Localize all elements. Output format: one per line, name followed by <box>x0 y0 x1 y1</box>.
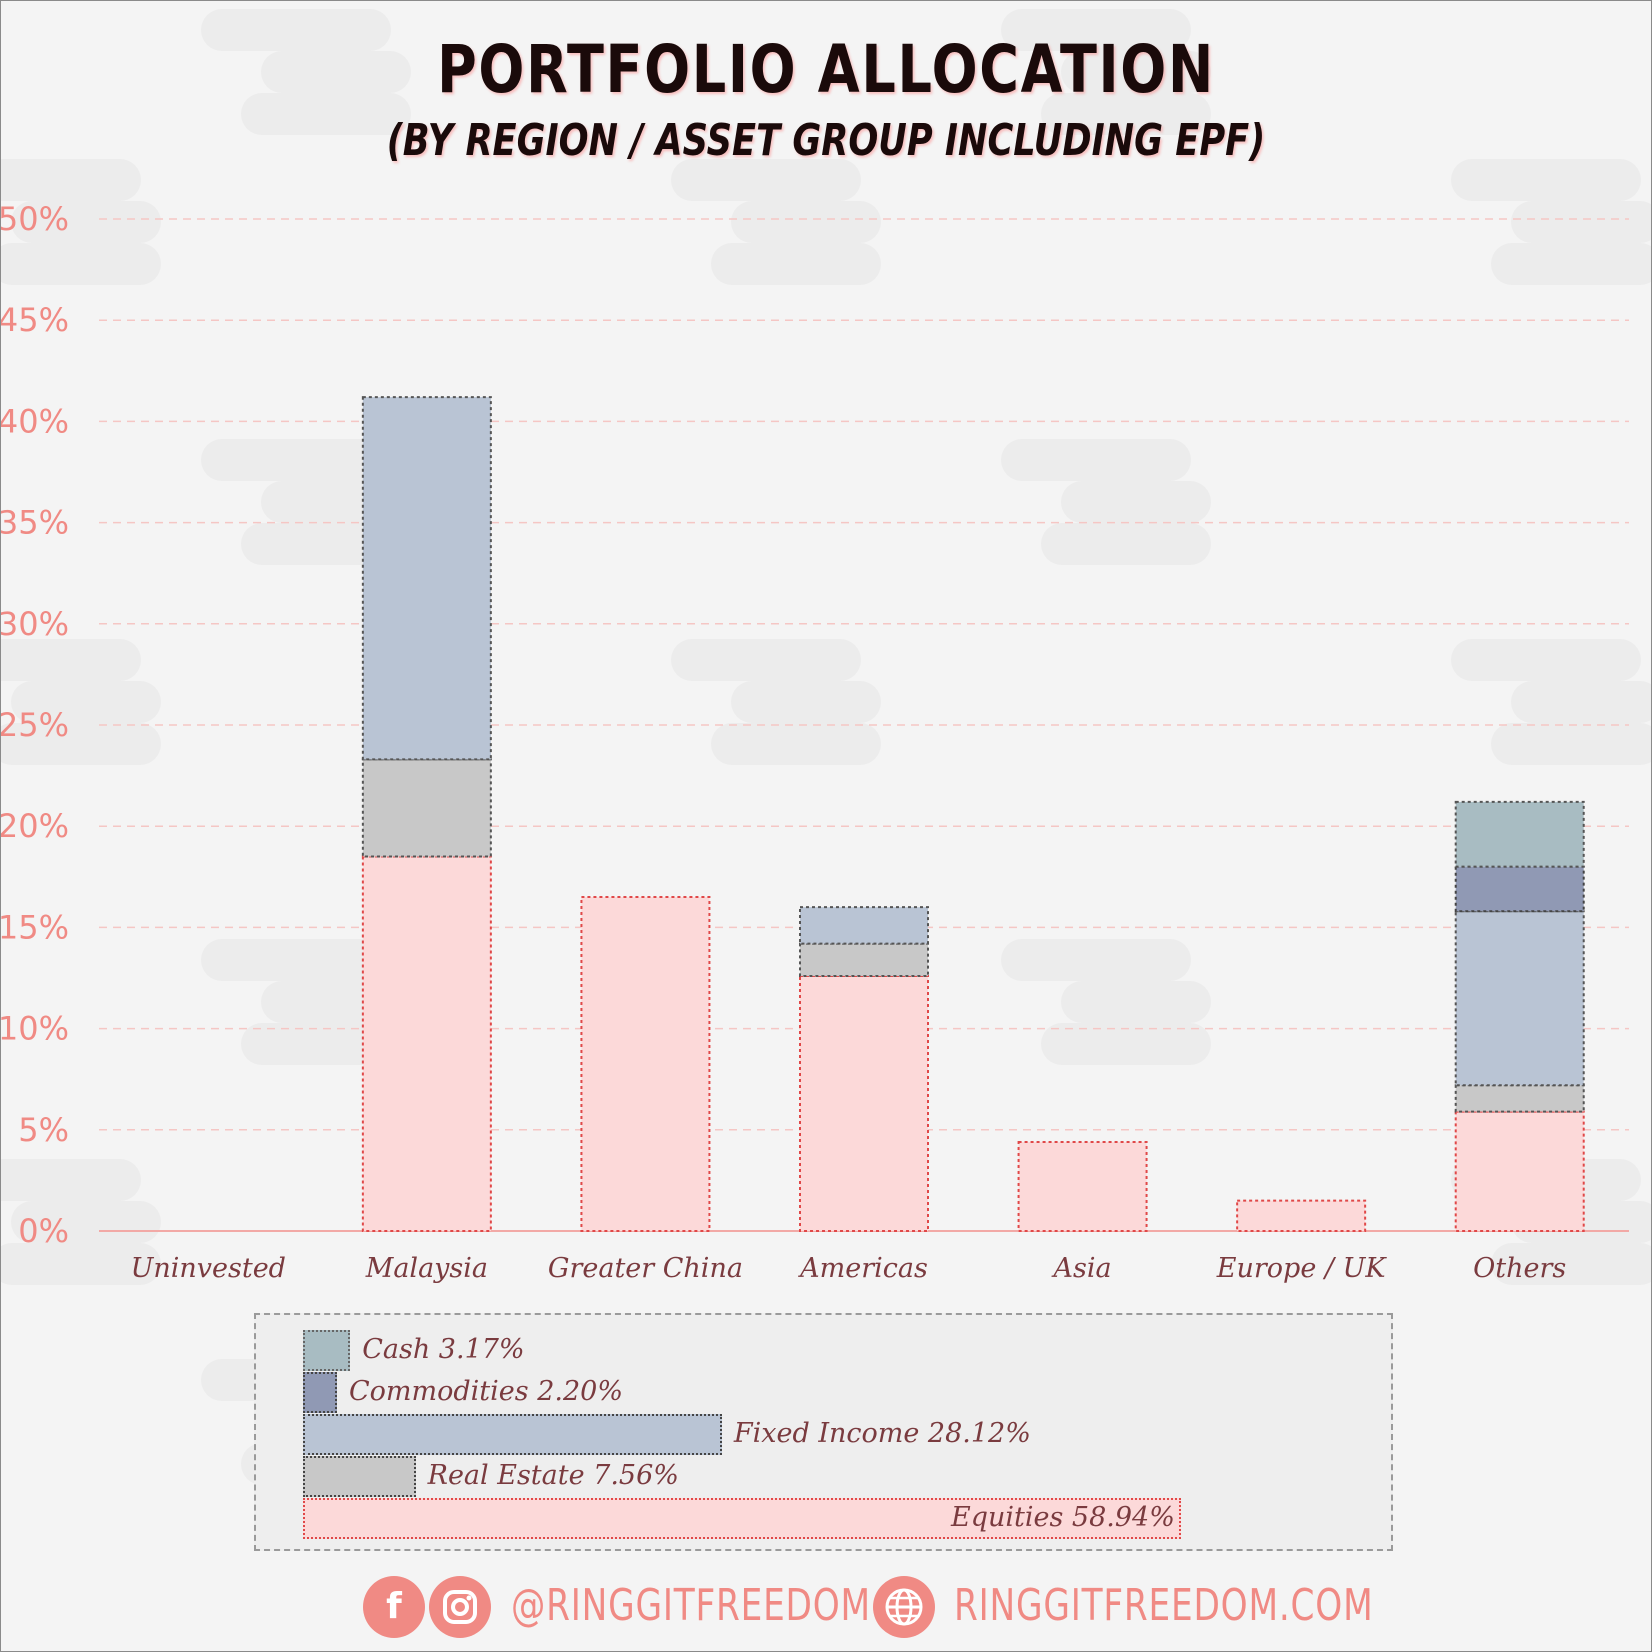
bar-segment <box>580 896 711 1232</box>
bg-cloud <box>1491 723 1651 765</box>
bar-segment <box>1454 1110 1585 1232</box>
bg-cloud <box>261 51 411 93</box>
x-axis: Uninvested Malaysia Greater China Americas A… <box>131 1253 1567 1284</box>
x-tick-label: Americas <box>797 1253 928 1284</box>
y-axis: 0% 5% 10% 15% 20% 25% 30% 35% 40% 45% 50% <box>1 200 69 1250</box>
globe-icon <box>873 1576 935 1638</box>
bg-cloud <box>731 201 881 243</box>
bg-cloud <box>1 1159 141 1201</box>
chart-subtitle: (BY REGION / ASSET GROUP INCLUDING EPF) <box>386 115 1266 166</box>
legend-swatch <box>303 1456 416 1497</box>
x-tick-label: Greater China <box>548 1253 743 1284</box>
bg-cloud <box>1 159 141 201</box>
legend-label: Commodities 2.20% <box>349 1376 623 1407</box>
bg-cloud <box>1001 439 1191 481</box>
bar-segment <box>799 974 929 1233</box>
bg-cloud <box>11 1201 161 1243</box>
y-tick-label: 45% <box>1 301 69 339</box>
social-handle[interactable]: @RINGGITFREEDOM <box>511 1580 871 1631</box>
y-tick-label: 5% <box>18 1111 69 1149</box>
x-tick-label: Uninvested <box>131 1253 286 1284</box>
legend-swatch <box>303 1372 337 1413</box>
bg-cloud <box>1 1243 161 1285</box>
y-tick-label: 40% <box>1 402 69 440</box>
bg-cloud <box>1 639 141 681</box>
bar-segment <box>1454 1084 1585 1113</box>
gridlines <box>99 218 1629 1131</box>
legend-label: Fixed Income 28.12% <box>733 1418 1031 1449</box>
legend-label: Equities 58.94% <box>951 1502 1175 1533</box>
bar-segment <box>1454 800 1585 868</box>
bar-segment <box>1017 1140 1148 1232</box>
facebook-icon[interactable]: f <box>363 1576 425 1638</box>
bg-cloud <box>201 939 391 981</box>
legend-label: Cash 3.17% <box>362 1334 525 1365</box>
footer: f @RINGGITFREEDOM RINGGITFREEDOM.COM <box>1 1576 1651 1646</box>
bg-cloud <box>1 723 161 765</box>
bar-segment <box>361 396 492 761</box>
x-tick-label: Malaysia <box>365 1253 488 1284</box>
bg-cloud <box>1 243 161 285</box>
website-link[interactable]: RINGGITFREEDOM.COM <box>954 1580 1374 1631</box>
legend-swatch <box>303 1414 722 1455</box>
x-tick-label: Asia <box>1051 1253 1112 1284</box>
bg-cloud <box>1001 939 1191 981</box>
bg-cloud <box>1491 243 1651 285</box>
y-tick-label: 20% <box>1 807 69 845</box>
bg-cloud <box>241 93 411 135</box>
legend-swatch <box>303 1330 351 1371</box>
bg-cloud <box>1061 51 1211 93</box>
legend-item: Equities 58.94% <box>303 1498 1303 1539</box>
legend-item: Real Estate 7.56% <box>303 1456 1303 1497</box>
bg-cloud <box>201 9 391 51</box>
bar-segment <box>1236 1199 1367 1233</box>
bg-cloud <box>1041 93 1211 135</box>
bg-cloud <box>1451 159 1641 201</box>
bar-segment <box>1454 865 1585 913</box>
bg-cloud <box>711 243 881 285</box>
bg-cloud <box>1511 201 1651 243</box>
y-tick-label: 0% <box>18 1212 69 1250</box>
bg-cloud <box>731 681 881 723</box>
x-tick-label: Europe / UK <box>1216 1253 1388 1284</box>
chart-title: PORTFOLIO ALLOCATION <box>437 31 1215 108</box>
bar-segment <box>361 855 492 1232</box>
x-tick-label: Others <box>1473 1253 1566 1284</box>
y-tick-label: 30% <box>1 605 69 643</box>
bg-cloud <box>201 439 391 481</box>
bg-cloud <box>11 681 161 723</box>
legend-label: Real Estate 7.56% <box>427 1460 679 1491</box>
bg-cloud <box>1511 681 1651 723</box>
y-tick-label: 35% <box>1 504 69 542</box>
stacked-bar-chart: 0% 5% 10% 15% 20% 25% 30% 35% 40% 45% 50% Uninveste… <box>1 200 1629 1284</box>
bg-cloud <box>671 639 861 681</box>
bar-segment <box>361 758 492 858</box>
legend-item: Commodities 2.20% <box>303 1372 1303 1413</box>
bg-cloud <box>1491 1243 1651 1285</box>
bg-cloud <box>671 159 861 201</box>
bar-segment <box>1454 910 1585 1087</box>
bg-cloud <box>1041 1023 1211 1065</box>
y-tick-label: 15% <box>1 908 69 946</box>
y-tick-label: 25% <box>1 706 69 744</box>
bg-cloud <box>1001 9 1191 51</box>
bg-cloud <box>1061 481 1211 523</box>
legend-item: Fixed Income 28.12% <box>303 1414 1303 1455</box>
bg-cloud <box>1041 523 1211 565</box>
bg-cloud <box>11 201 161 243</box>
legend-item: Cash 3.17% <box>303 1330 1303 1371</box>
legend-swatch <box>303 1498 1181 1539</box>
instagram-icon[interactable] <box>429 1576 491 1638</box>
bar-segment <box>799 942 929 977</box>
bars <box>361 396 1585 1233</box>
y-tick-label: 10% <box>1 1010 69 1048</box>
legend: Cash 3.17% Commodities 2.20% Fixed Income … <box>254 1313 1393 1551</box>
bar-segment <box>799 906 929 945</box>
bg-cloud <box>1451 639 1641 681</box>
bg-cloud <box>711 723 881 765</box>
y-tick-label: 50% <box>1 200 69 238</box>
bg-cloud <box>1061 981 1211 1023</box>
